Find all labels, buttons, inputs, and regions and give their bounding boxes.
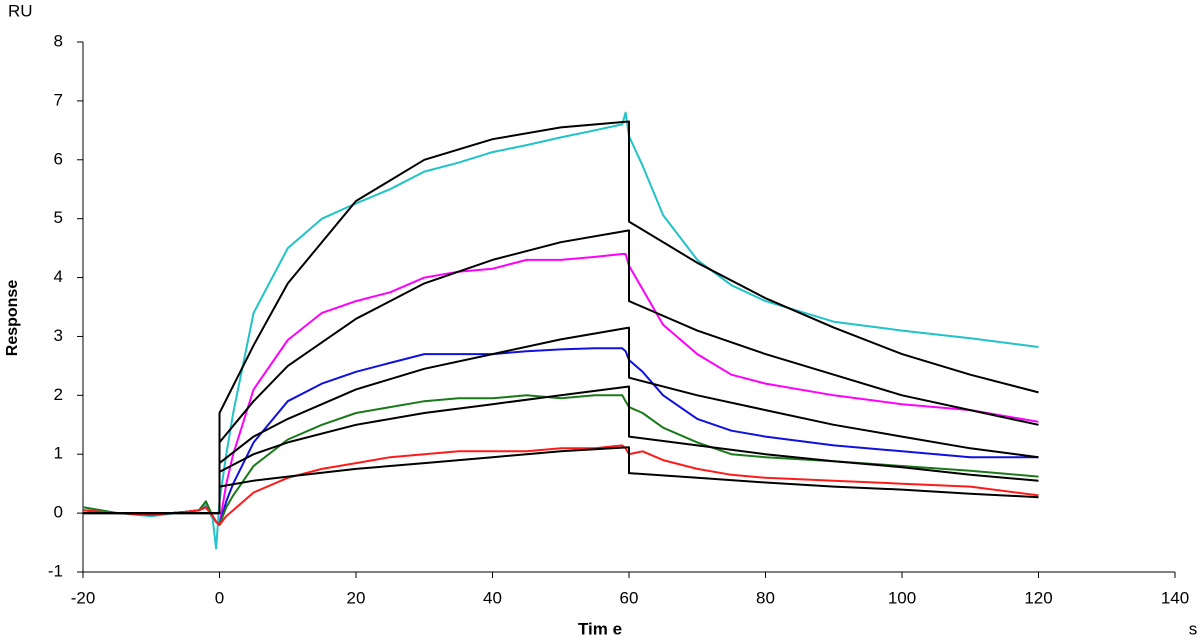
- x-tick-label: 100: [888, 588, 916, 607]
- series-line: [83, 446, 1039, 515]
- x-tick-label: 140: [1161, 588, 1189, 607]
- y-tick-label: 1: [54, 444, 63, 463]
- series-line: [82, 347, 1039, 526]
- y-axis-title: Response: [4, 280, 21, 357]
- series-line: [83, 229, 1039, 515]
- x-unit: s: [1189, 619, 1198, 638]
- series-line: [83, 385, 1039, 515]
- y-unit: RU: [8, 1, 33, 20]
- x-tick-label: 40: [483, 588, 502, 607]
- x-axis-title: Tim e: [578, 619, 622, 638]
- series-line: [82, 444, 1039, 526]
- y-tick-label: 8: [54, 31, 63, 50]
- x-tick-label: 0: [215, 588, 224, 607]
- x-tick-label: 80: [756, 588, 775, 607]
- y-tick-label: 2: [54, 385, 63, 404]
- y-tick-label: 0: [54, 503, 63, 522]
- y-tick-label: 4: [54, 267, 63, 286]
- series-line: [83, 326, 1039, 515]
- x-tick-label: -20: [71, 588, 96, 607]
- y-tick-label: -1: [48, 561, 63, 580]
- y-tick-label: 5: [54, 208, 63, 227]
- y-tick-label: 3: [54, 326, 63, 345]
- x-tick-label: 20: [347, 588, 366, 607]
- x-tick-label: 60: [620, 588, 639, 607]
- y-tick-label: 6: [54, 149, 63, 168]
- y-tick-label: 7: [54, 90, 63, 109]
- series-line: [83, 120, 1039, 515]
- x-tick-label: 120: [1024, 588, 1052, 607]
